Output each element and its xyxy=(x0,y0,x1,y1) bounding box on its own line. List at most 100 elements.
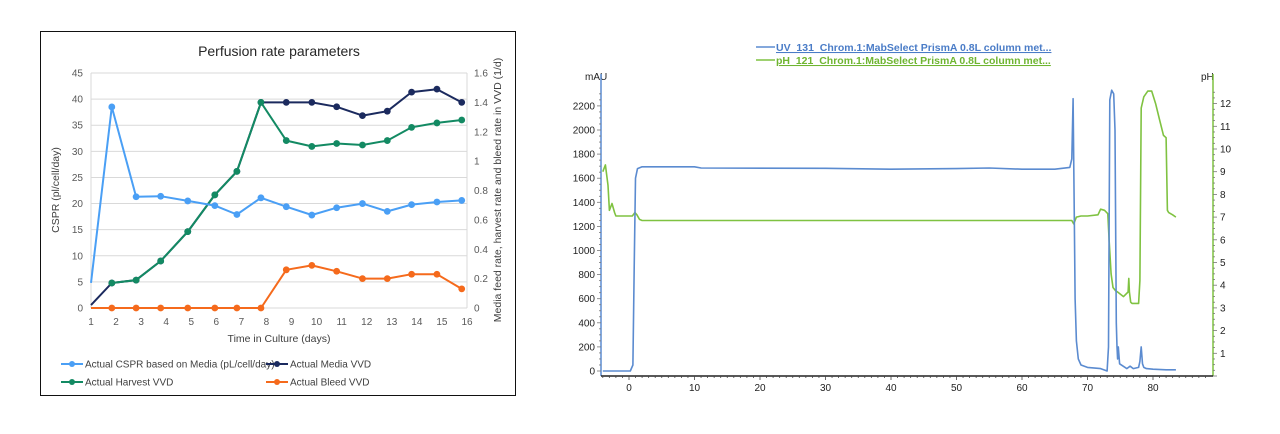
data-point xyxy=(211,191,219,199)
y-tick-label: 30 xyxy=(72,147,84,158)
data-point xyxy=(408,270,416,278)
data-point xyxy=(433,85,441,93)
data-point xyxy=(282,203,290,211)
chromatogram-canvas: UV_131_Chrom.1:MabSelect PrismA 0.8L col… xyxy=(573,42,1232,394)
chromatogram-legend: UV_131_Chrom.1:MabSelect PrismA 0.8L col… xyxy=(756,42,1052,67)
data-point xyxy=(157,257,165,265)
x-tick-label: 14 xyxy=(411,317,423,328)
x-tick-label: 11 xyxy=(336,317,347,328)
data-point xyxy=(408,88,416,96)
y2-tick-label: 2 xyxy=(1220,326,1226,337)
x-tick-label: 50 xyxy=(951,383,963,394)
data-point xyxy=(282,98,290,106)
svg-text:UV_131_Chrom.1:MabSelect Prism: UV_131_Chrom.1:MabSelect PrismA 0.8L col… xyxy=(776,42,1052,54)
y-tick-label: 200 xyxy=(578,342,595,353)
y2-tick-label: 1.2 xyxy=(474,127,488,138)
perfusion-rate-chart: Perfusion rate parameters 0 5 10 15 20 25 30 35… xyxy=(40,31,516,396)
data-point xyxy=(108,304,116,312)
data-point xyxy=(257,304,265,312)
y-tick-label: 5 xyxy=(77,277,83,288)
chromatogram-chart: UV_131_Chrom.1:MabSelect PrismA 0.8L col… xyxy=(560,36,1240,400)
data-point xyxy=(211,304,219,312)
data-point xyxy=(333,140,341,147)
data-point xyxy=(433,198,441,206)
x-tick-label: 8 xyxy=(264,317,270,328)
y2-tick-label: 8 xyxy=(1220,190,1226,201)
x-tick-label: 20 xyxy=(754,383,766,394)
data-point xyxy=(433,270,441,278)
chart-legend: Actual CSPR based on Media (pL/cell/day)… xyxy=(61,360,371,389)
x-tick-label: 70 xyxy=(1082,383,1094,394)
y2-tick-label: 7 xyxy=(1220,213,1226,224)
data-point xyxy=(184,304,192,312)
data-point xyxy=(383,107,391,115)
y-tick-label: 1200 xyxy=(573,222,596,233)
data-point xyxy=(157,192,165,200)
ph-trace xyxy=(602,90,1177,305)
data-point xyxy=(184,197,192,205)
y-axis-label: CSPR (pl/cell/day) xyxy=(50,147,62,233)
perfusion-chart-canvas: Perfusion rate parameters 05101520253035… xyxy=(50,43,504,389)
legend-item-media-vvd: Actual Media VVD xyxy=(266,360,371,371)
x-tick-label: 0 xyxy=(626,383,632,394)
data-point xyxy=(233,304,241,312)
data-point xyxy=(359,112,366,119)
y2-tick-label: 0.2 xyxy=(474,274,488,285)
svg-text:Actual Harvest VVD: Actual Harvest VVD xyxy=(85,378,173,389)
data-point xyxy=(132,304,140,312)
series-actual-cspr-based-on-media-pl-cell-day- xyxy=(90,103,466,284)
y2-tick-label: 3 xyxy=(1220,303,1226,314)
y-tick-label: 2200 xyxy=(573,101,596,112)
y2-tick-label: 1.4 xyxy=(474,98,488,109)
y2-tick-label: 6 xyxy=(1220,235,1226,246)
data-point xyxy=(333,103,341,111)
data-point xyxy=(333,267,341,275)
x-tick-label: 9 xyxy=(289,317,295,328)
y2-axis-label-ph: pH xyxy=(1201,72,1214,83)
data-point xyxy=(308,211,316,219)
y-tick-label: 10 xyxy=(72,251,84,262)
y-tick-label: 600 xyxy=(578,294,595,305)
y2-tick-label: 1 xyxy=(1220,349,1226,360)
y-tick-label: 1800 xyxy=(573,150,596,161)
y-tick-label: 0 xyxy=(77,304,83,315)
data-point xyxy=(257,98,265,106)
chromatogram-axes: 0200400600800100012001400160018002000220… xyxy=(573,74,1232,394)
y-tick-label: 1600 xyxy=(573,174,596,185)
data-point xyxy=(433,119,441,127)
data-point xyxy=(184,228,192,236)
y-tick-label: 1000 xyxy=(573,246,596,257)
axis-ticks: 05101520253035404500.20.40.60.811.21.41.… xyxy=(72,69,488,329)
data-point xyxy=(132,276,140,284)
y2-tick-label: 5 xyxy=(1220,258,1226,269)
y2-tick-label: 0.8 xyxy=(474,186,488,197)
data-point xyxy=(108,103,116,111)
y2-tick-label: 12 xyxy=(1220,99,1232,110)
data-point xyxy=(308,143,316,150)
data-point xyxy=(383,137,391,144)
data-point xyxy=(108,279,116,287)
x-tick-label: 3 xyxy=(138,317,144,328)
data-point xyxy=(359,141,366,149)
data-point xyxy=(458,116,466,124)
data-point xyxy=(308,262,316,269)
x-tick-label: 12 xyxy=(361,317,373,328)
data-point xyxy=(257,194,265,202)
series-actual-bleed-vvd xyxy=(91,262,466,312)
chromatogram-series xyxy=(602,89,1177,372)
data-point xyxy=(233,211,241,218)
y-tick-label: 40 xyxy=(72,95,84,106)
y-tick-label: 45 xyxy=(72,69,84,80)
x-tick-label: 16 xyxy=(461,317,473,328)
x-tick-label: 2 xyxy=(113,317,119,328)
x-tick-label: 7 xyxy=(239,317,245,328)
svg-text:Actual CSPR based on Media (pL: Actual CSPR based on Media (pL/cell/day) xyxy=(85,360,275,371)
y-axis-label-mau: mAU xyxy=(585,72,607,83)
y2-tick-label: 0.6 xyxy=(474,215,488,226)
data-point xyxy=(282,137,290,144)
y-tick-label: 800 xyxy=(578,270,595,281)
data-point xyxy=(383,275,391,283)
data-point xyxy=(458,98,466,106)
data-point xyxy=(282,266,290,274)
x-tick-label: 6 xyxy=(214,317,220,328)
